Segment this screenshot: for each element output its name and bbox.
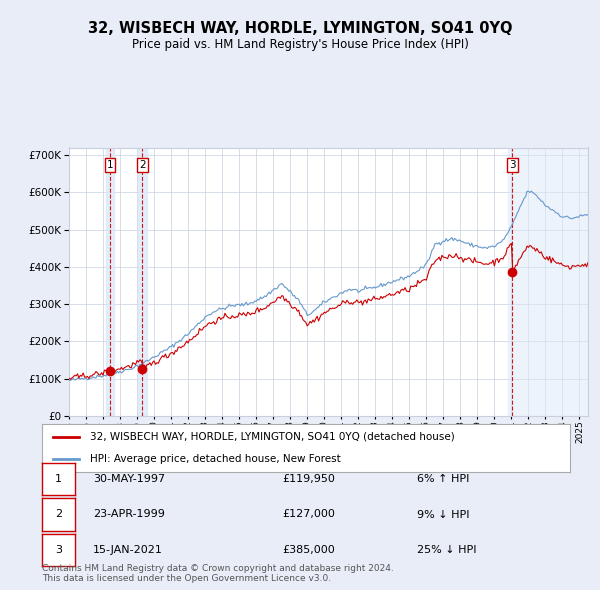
Text: 32, WISBECH WAY, HORDLE, LYMINGTON, SO41 0YQ (detached house): 32, WISBECH WAY, HORDLE, LYMINGTON, SO41… [89,432,454,442]
Text: HPI: Average price, detached house, New Forest: HPI: Average price, detached house, New … [89,454,340,464]
Bar [138,148,146,416]
Text: £127,000: £127,000 [282,510,335,519]
Text: 25% ↓ HPI: 25% ↓ HPI [417,545,476,555]
Text: 30-MAY-1997: 30-MAY-1997 [93,474,165,484]
Text: 2: 2 [55,510,62,519]
Text: 6% ↑ HPI: 6% ↑ HPI [417,474,469,484]
Bar [508,148,588,416]
Text: 23-APR-1999: 23-APR-1999 [93,510,165,519]
Bar [106,148,114,416]
Text: 3: 3 [55,545,62,555]
Text: £385,000: £385,000 [282,545,335,555]
Text: 2: 2 [139,160,146,170]
Text: 9% ↓ HPI: 9% ↓ HPI [417,510,469,519]
Text: 15-JAN-2021: 15-JAN-2021 [93,545,163,555]
Text: 1: 1 [55,474,62,484]
Text: 3: 3 [509,160,515,170]
Text: £119,950: £119,950 [282,474,335,484]
Text: 32, WISBECH WAY, HORDLE, LYMINGTON, SO41 0YQ: 32, WISBECH WAY, HORDLE, LYMINGTON, SO41… [88,21,512,35]
Text: Contains HM Land Registry data © Crown copyright and database right 2024.
This d: Contains HM Land Registry data © Crown c… [42,563,394,583]
Text: Price paid vs. HM Land Registry's House Price Index (HPI): Price paid vs. HM Land Registry's House … [131,38,469,51]
Text: 1: 1 [107,160,113,170]
